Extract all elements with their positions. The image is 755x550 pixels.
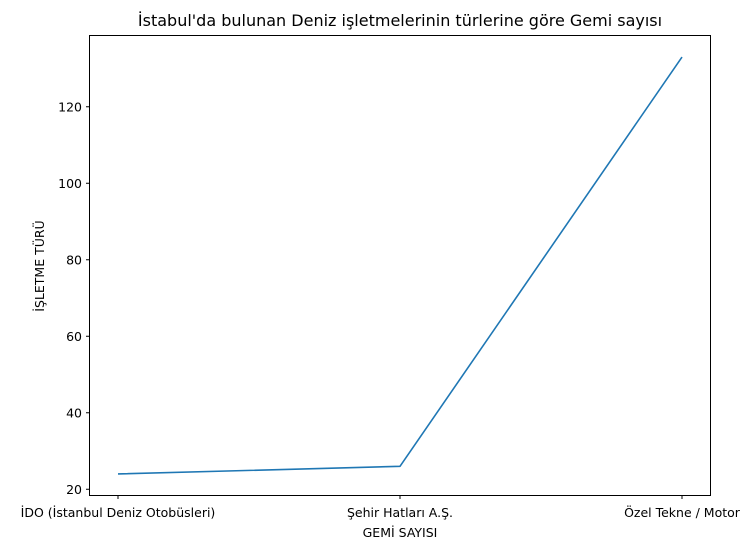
y-tick-label: 120 xyxy=(58,99,82,114)
x-axis: İDO (İstanbul Deniz Otobüsleri) Şehir Hat… xyxy=(21,495,741,520)
y-axis: 20 40 60 80 100 120 xyxy=(58,99,90,497)
y-tick-label: 80 xyxy=(66,252,82,267)
chart-title: İstabul'da bulunan Deniz işletmelerinin … xyxy=(138,11,662,30)
x-tick-label: Özel Tekne / Motor xyxy=(624,504,741,520)
x-tick-label: İDO (İstanbul Deniz Otobüsleri) xyxy=(21,505,216,520)
y-tick-label: 20 xyxy=(66,482,82,497)
y-axis-label: İŞLETME TÜRÜ xyxy=(31,220,47,311)
y-tick-label: 60 xyxy=(66,329,82,344)
y-tick-label: 100 xyxy=(58,176,82,191)
plot-area xyxy=(89,35,711,496)
y-tick-label: 40 xyxy=(66,405,82,420)
series-line xyxy=(117,56,683,475)
series-group xyxy=(117,56,683,475)
x-tick-label: Şehir Hatları A.Ş. xyxy=(347,505,453,520)
x-axis-label: GEMİ SAYISI xyxy=(363,525,438,540)
